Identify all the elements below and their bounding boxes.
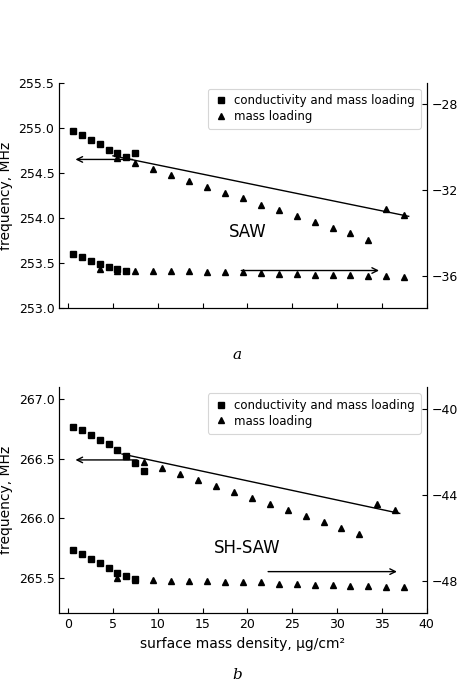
conductivity and mass loading [97,435,102,444]
mass loading [267,500,273,508]
conductivity and mass loading [79,426,84,434]
mass loading [303,512,309,520]
conductivity and mass loading [115,446,120,455]
mass loading [258,200,264,209]
mass loading [356,529,362,537]
mass loading [150,165,156,174]
mass loading [213,482,219,490]
conductivity and mass loading [133,460,138,468]
Text: a: a [232,348,242,362]
conductivity and mass loading [79,131,84,139]
mass loading [365,236,371,244]
mass loading [383,205,389,213]
Line: mass loading: mass loading [123,453,399,537]
mass loading [312,218,318,226]
mass loading [392,506,398,514]
Text: SH-SAW: SH-SAW [214,539,281,557]
mass loading [186,177,192,185]
mass loading [249,494,255,502]
mass loading [401,210,407,218]
Line: conductivity and mass loading: conductivity and mass loading [69,127,139,161]
Text: SAW: SAW [228,223,266,240]
mass loading [338,524,344,532]
mass loading [177,470,183,478]
conductivity and mass loading [124,452,129,460]
mass loading [231,488,237,496]
Line: conductivity and mass loading: conductivity and mass loading [69,423,148,474]
Line: mass loading: mass loading [114,154,408,243]
mass loading [195,476,201,484]
conductivity and mass loading [88,431,93,439]
mass loading [204,183,210,191]
Text: b: b [232,668,242,682]
mass loading [133,159,138,167]
mass loading [142,458,147,466]
mass loading [347,229,353,238]
mass loading [294,212,300,220]
mass loading [168,171,174,179]
conductivity and mass loading [88,136,93,144]
mass loading [285,506,291,514]
conductivity and mass loading [115,149,120,157]
conductivity and mass loading [124,152,129,161]
mass loading [222,189,228,197]
conductivity and mass loading [97,140,102,148]
mass loading [330,224,336,232]
mass loading [159,464,165,473]
conductivity and mass loading [70,126,75,134]
conductivity and mass loading [142,466,147,475]
Legend: conductivity and mass loading, mass loading: conductivity and mass loading, mass load… [208,89,421,129]
mass loading [240,194,246,203]
Legend: conductivity and mass loading, mass loading: conductivity and mass loading, mass load… [208,393,421,433]
Y-axis label: frequency, MHz: frequency, MHz [0,141,13,249]
conductivity and mass loading [106,440,111,449]
conductivity and mass loading [70,422,75,431]
X-axis label: surface mass density, μg/cm²: surface mass density, μg/cm² [140,637,346,650]
conductivity and mass loading [133,149,138,157]
mass loading [374,500,380,508]
mass loading [276,206,282,214]
Y-axis label: frequency, MHz: frequency, MHz [0,446,13,555]
mass loading [115,154,120,162]
mass loading [321,517,327,526]
conductivity and mass loading [106,145,111,154]
mass loading [124,452,129,460]
